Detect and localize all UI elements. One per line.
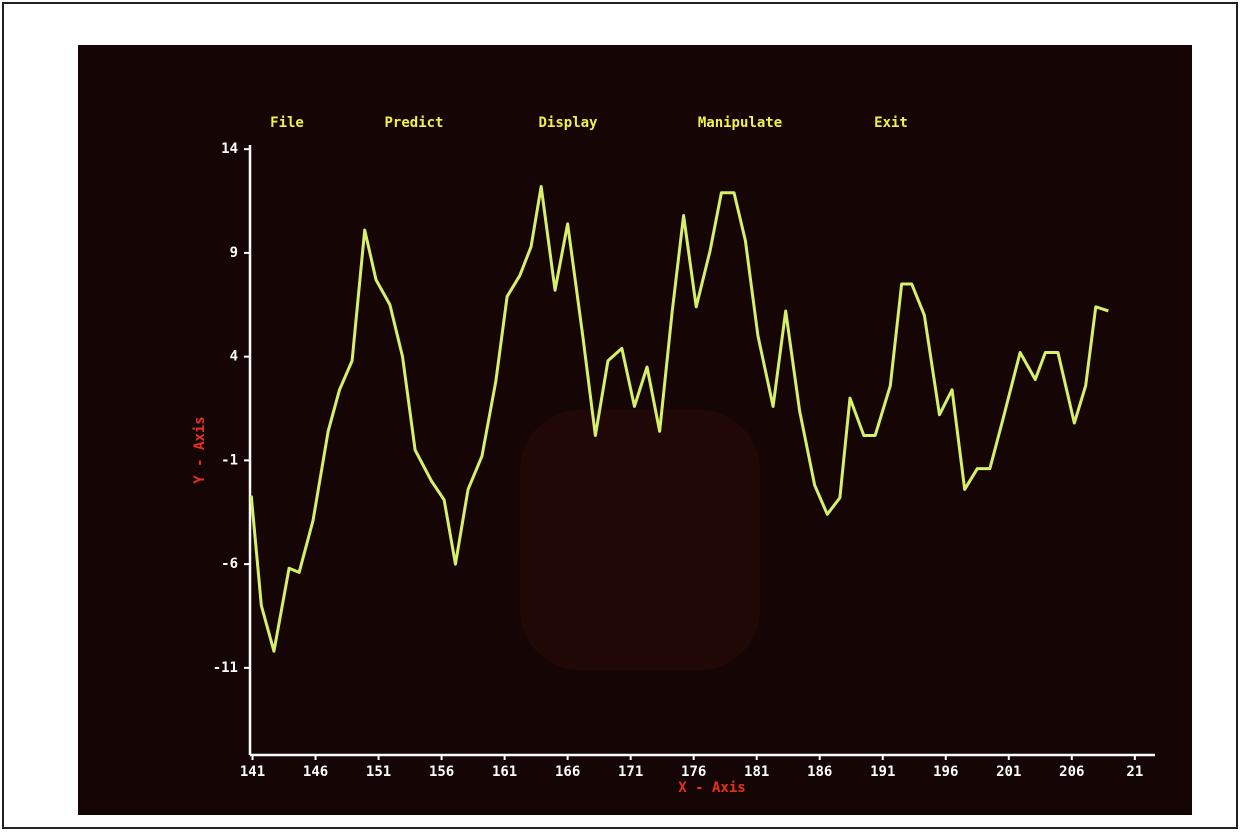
x-tick-label: 176	[681, 764, 706, 780]
menu-item[interactable]: Display	[538, 115, 598, 131]
x-tick-label: 186	[807, 764, 832, 780]
x-tick-label: 206	[1059, 764, 1084, 780]
y-tick-label: 4	[230, 349, 238, 365]
x-tick-label: 151	[366, 764, 391, 780]
y-axis-label: Y - Axis	[192, 416, 208, 483]
x-tick-label: 171	[618, 764, 643, 780]
x-axis-label: X - Axis	[678, 780, 745, 796]
x-tick-label: 196	[933, 764, 958, 780]
y-tick-label: 9	[230, 245, 238, 261]
x-tick-label: 191	[870, 764, 895, 780]
x-tick-label: 146	[303, 764, 328, 780]
x-tick-label: 156	[429, 764, 454, 780]
x-tick-label: 201	[996, 764, 1021, 780]
y-tick-label: -6	[221, 556, 238, 572]
x-tick-label: 161	[492, 764, 517, 780]
menu-item[interactable]: Exit	[874, 115, 908, 131]
menu-item[interactable]: File	[270, 115, 304, 131]
y-tick-label: -11	[213, 660, 238, 676]
menu-item[interactable]: Manipulate	[698, 115, 782, 131]
x-tick-label: 141	[240, 764, 265, 780]
x-tick-label: 181	[744, 764, 769, 780]
menu-item[interactable]: Predict	[384, 115, 443, 131]
x-tick-label: 166	[555, 764, 580, 780]
x-tick-label: 21	[1126, 764, 1143, 780]
y-tick-label: -1	[221, 452, 238, 468]
screen-glare	[520, 410, 760, 670]
page: File Predict Display Manipulate Exit 14 9 4 -1 -6…	[0, 0, 1241, 836]
y-tick-label: 14	[221, 141, 238, 157]
screenshot: File Predict Display Manipulate Exit 14 9 4 -1 -6…	[0, 0, 1241, 832]
